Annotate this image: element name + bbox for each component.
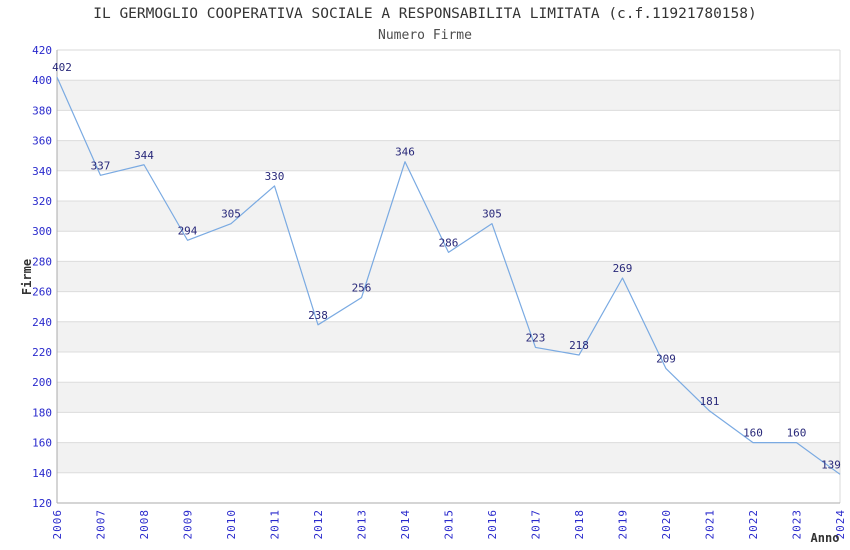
plot-band — [57, 261, 840, 292]
plot-band — [57, 80, 840, 111]
x-tick-label: 2015 — [443, 509, 456, 540]
plot-band — [57, 201, 840, 232]
x-tick-label: 2011 — [269, 509, 282, 540]
x-tick-label: 2018 — [573, 509, 586, 540]
y-tick-label: 120 — [32, 497, 52, 510]
y-axis-title: Firme — [20, 258, 34, 296]
y-tick-label: 200 — [32, 376, 52, 389]
data-point-label: 402 — [52, 61, 72, 74]
x-tick-label: 2014 — [399, 509, 412, 540]
data-point-label: 256 — [352, 282, 372, 295]
x-tick-label: 2023 — [791, 509, 804, 540]
x-tick-label: 2010 — [225, 509, 238, 540]
chart-title: IL GERMOGLIO COOPERATIVA SOCIALE A RESPO… — [93, 6, 757, 22]
x-tick-label: 2021 — [704, 509, 717, 540]
plot-band — [57, 321, 840, 352]
y-tick-label: 300 — [32, 225, 52, 238]
data-line — [56, 76, 841, 475]
data-point-label: 223 — [526, 331, 546, 344]
y-tick-label: 140 — [32, 467, 52, 480]
plot-band — [57, 140, 840, 171]
data-point-label: 330 — [265, 170, 285, 183]
y-tick-label: 180 — [32, 406, 52, 419]
y-tick-label: 160 — [32, 437, 52, 450]
data-point-label: 294 — [178, 224, 198, 237]
data-point-label: 160 — [743, 427, 763, 440]
y-tick-label: 240 — [32, 316, 52, 329]
y-tick-label: 220 — [32, 346, 52, 359]
data-point-label: 286 — [439, 236, 459, 249]
plot-band — [57, 382, 840, 413]
x-tick-label: 2017 — [530, 509, 543, 540]
x-tick-label: 2024 — [834, 509, 847, 540]
y-tick-label: 400 — [32, 74, 52, 87]
x-tick-label: 2009 — [182, 509, 195, 540]
y-tick-label: 340 — [32, 165, 52, 178]
chart-subtitle: Numero Firme — [378, 28, 472, 43]
data-point-label: 305 — [482, 208, 502, 221]
x-tick-label: 2016 — [486, 509, 499, 540]
x-tick-label: 2022 — [747, 509, 760, 540]
data-point-label: 160 — [787, 427, 807, 440]
data-point-label: 181 — [700, 395, 720, 408]
data-point-label: 269 — [613, 262, 633, 275]
data-point-label: 238 — [308, 309, 328, 322]
data-point-label: 218 — [569, 339, 589, 352]
x-tick-label: 2013 — [356, 509, 369, 540]
y-tick-label: 320 — [32, 195, 52, 208]
x-tick-label: 2008 — [138, 509, 151, 540]
data-point-label: 139 — [821, 458, 841, 471]
y-tick-label: 260 — [32, 286, 52, 299]
x-tick-label: 2006 — [51, 509, 64, 540]
plot-band — [57, 442, 840, 473]
data-point-label: 209 — [656, 353, 676, 366]
data-point-label: 305 — [221, 208, 241, 221]
y-tick-label: 420 — [32, 44, 52, 57]
y-tick-label: 280 — [32, 255, 52, 268]
x-tick-label: 2012 — [312, 509, 325, 540]
data-point-label: 337 — [91, 159, 111, 172]
x-tick-label: 2007 — [95, 509, 108, 540]
y-tick-label: 360 — [32, 135, 52, 148]
data-point-label: 344 — [134, 149, 154, 162]
x-tick-label: 2020 — [660, 509, 673, 540]
y-tick-label: 380 — [32, 104, 52, 117]
x-axis-title: Anno — [810, 531, 840, 545]
data-point-label: 346 — [395, 146, 415, 159]
x-tick-label: 2019 — [617, 509, 630, 540]
